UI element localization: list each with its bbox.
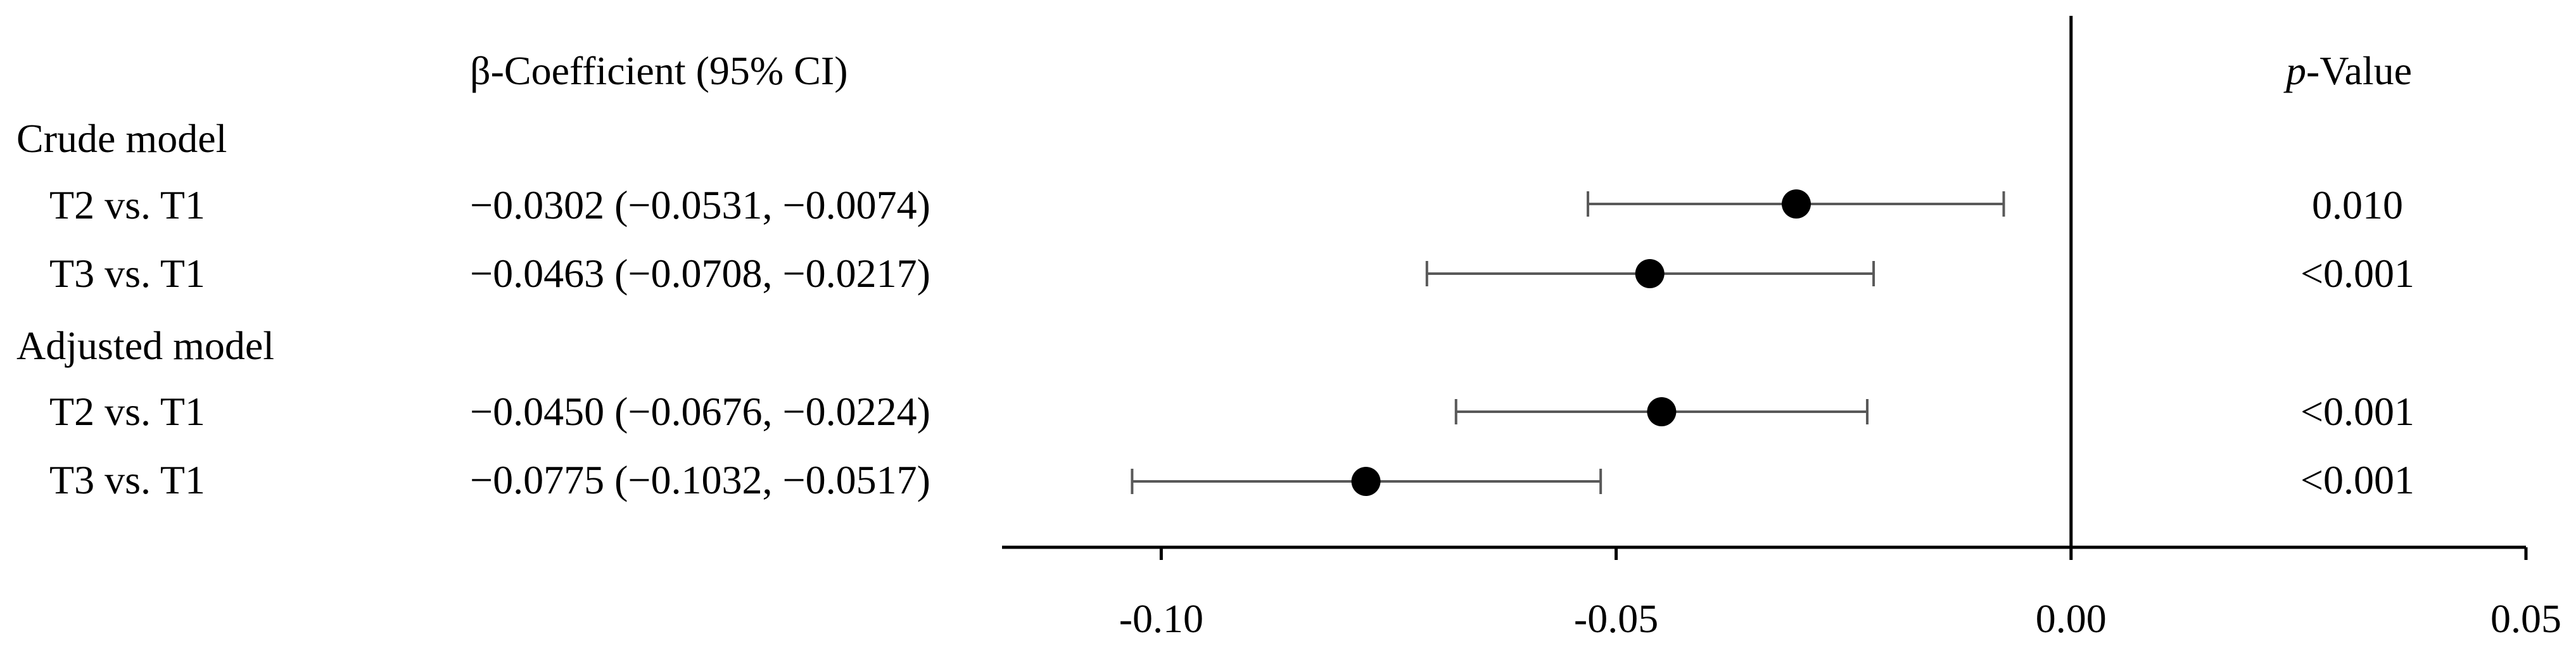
p-value-header-rest: -Value <box>2306 48 2412 93</box>
row-label: T3 vs. T1 <box>49 457 205 502</box>
plot-area: -0.10 -0.05 0.00 0.05 <box>1002 16 2561 641</box>
coefficient-column-header: β-Coefficient (95% CI) <box>470 48 848 93</box>
x-axis-tick-label: -0.10 <box>1119 596 1203 641</box>
group-label-adjusted-model: Adjusted model <box>16 323 274 368</box>
point-estimate <box>1635 259 1665 288</box>
p-value: <0.001 <box>2300 251 2414 296</box>
p-value: <0.001 <box>2300 457 2414 502</box>
row-label: T2 vs. T1 <box>49 182 205 227</box>
x-axis-tick-label: 0.00 <box>2036 596 2107 641</box>
coefficient-value: −0.0450 (−0.0676, −0.0224) <box>470 389 930 434</box>
row-label: T3 vs. T1 <box>49 251 205 296</box>
point-estimate <box>1351 467 1381 496</box>
row-label: T2 vs. T1 <box>49 389 205 434</box>
p-value-column-header: p-Value <box>2283 48 2412 93</box>
point-estimate <box>1647 397 1677 426</box>
coefficient-value: −0.0302 (−0.0531, −0.0074) <box>470 182 930 227</box>
x-axis-tick-label: -0.05 <box>1574 596 1658 641</box>
coefficient-value: −0.0463 (−0.0708, −0.0217) <box>470 251 930 296</box>
point-estimate <box>1781 189 1811 219</box>
p-value: <0.001 <box>2300 389 2414 434</box>
group-label-crude-model: Crude model <box>16 116 227 161</box>
p-value: 0.010 <box>2312 182 2403 227</box>
coefficient-value: −0.0775 (−0.1032, −0.0517) <box>470 457 930 502</box>
x-axis-tick-label: 0.05 <box>2490 596 2561 641</box>
p-value-header-italic: p <box>2283 48 2306 93</box>
